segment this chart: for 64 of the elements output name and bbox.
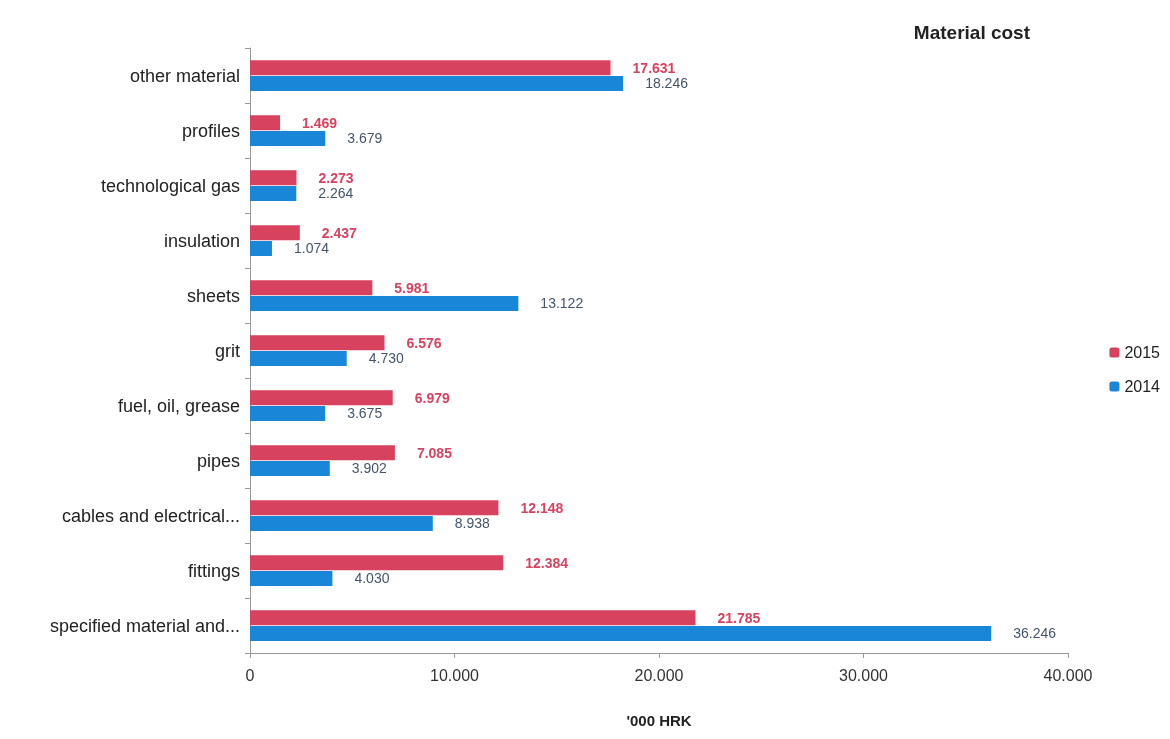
bar [250, 350, 347, 366]
bar [250, 240, 272, 256]
bar [250, 390, 393, 406]
bar [250, 625, 992, 641]
y-tick-label: profiles [181, 120, 240, 141]
data-label: 21.785 [717, 609, 761, 626]
data-label: 2.273 [318, 169, 354, 186]
data-label: 13.122 [540, 295, 584, 312]
x-tick-label: 20.000 [634, 666, 684, 684]
bar [250, 610, 696, 626]
bar [250, 445, 395, 461]
data-label: 3.679 [347, 130, 383, 147]
y-tick-label: cables and electrical... [61, 505, 240, 526]
data-label: 36.246 [1013, 625, 1057, 642]
bar [250, 405, 326, 421]
data-label: 4.730 [368, 350, 404, 367]
bar [250, 60, 611, 76]
y-tick-label: sheets [186, 285, 240, 306]
data-label: 3.902 [351, 460, 388, 477]
data-label: 6.979 [414, 389, 450, 406]
bar [250, 570, 333, 586]
y-tick-label: fittings [187, 560, 240, 581]
data-label: 8.938 [454, 515, 491, 532]
data-label: 3.675 [347, 405, 383, 422]
legend-label: 2014 [1124, 378, 1161, 395]
x-tick-label: 0 [245, 666, 255, 684]
bar [250, 500, 499, 516]
y-tick-label: other material [129, 65, 240, 86]
data-label: 12.384 [525, 554, 569, 571]
data-label: 1.074 [293, 240, 330, 257]
bar [250, 185, 297, 201]
y-tick-label: grit [214, 340, 240, 361]
legend-label: 2015 [1124, 344, 1161, 361]
y-tick-label: insulation [163, 230, 240, 251]
bar [250, 335, 385, 351]
data-label: 1.469 [302, 114, 338, 131]
bar [250, 115, 281, 131]
bar [250, 555, 504, 571]
data-label: 2.437 [321, 224, 358, 241]
data-label: 18.246 [645, 75, 689, 92]
bar [250, 280, 373, 296]
bar [250, 170, 297, 186]
data-label: 12.148 [520, 499, 564, 516]
data-label: 5.981 [394, 279, 430, 296]
bar [250, 225, 300, 241]
x-tick-label: 30.000 [839, 666, 889, 684]
x-axis-title: '000 HRK [626, 712, 692, 729]
x-tick-label: 10.000 [430, 666, 480, 684]
bar [250, 460, 330, 476]
data-label: 2.264 [318, 185, 354, 202]
data-label: 6.576 [406, 334, 442, 351]
y-tick-label: fuel, oil, grease [117, 395, 240, 416]
data-label: 4.030 [354, 570, 390, 587]
y-tick-label: pipes [196, 450, 240, 471]
bar [250, 130, 326, 146]
bar [250, 295, 519, 311]
data-label: 7.085 [416, 444, 453, 461]
y-tick-label: technological gas [100, 175, 240, 196]
bar [250, 515, 433, 531]
bar [250, 75, 624, 91]
y-tick-label: specified material and... [49, 615, 240, 636]
chart-title: Material cost [913, 22, 1031, 43]
data-label: 17.631 [632, 59, 676, 76]
x-tick-label: 40.000 [1043, 666, 1093, 684]
